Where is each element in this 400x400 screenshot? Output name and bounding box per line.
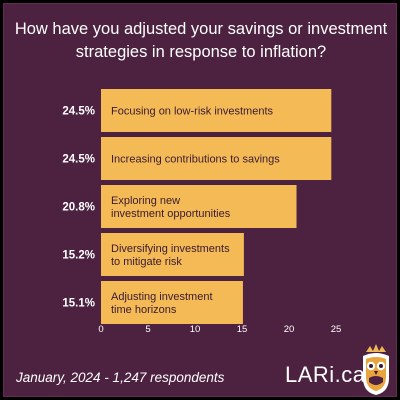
x-tick-label: 15 — [237, 324, 248, 335]
bar-label: Exploring new — [111, 195, 180, 207]
bar-label: Diversifying investments — [111, 243, 230, 255]
bar-label: investment opportunities — [111, 208, 231, 220]
bar-2 — [101, 137, 332, 180]
bar-label: time horizons — [111, 304, 177, 316]
bar-chart: Focusing on low-risk investments 24.5% Inc… — [62, 89, 342, 335]
brand-name: LARi.ca — [285, 362, 366, 387]
x-tick-label: 20 — [284, 324, 295, 335]
bar-label: Adjusting investment — [111, 291, 213, 303]
value-label: 20.8% — [62, 202, 95, 214]
bar-label: to mitigate risk — [111, 256, 182, 268]
x-tick-label: 10 — [190, 324, 201, 335]
chart-card: How have you adjusted your savings or in… — [3, 3, 397, 397]
bar-label: Increasing contributions to savings — [111, 154, 280, 166]
value-label: 24.5% — [62, 154, 95, 166]
footer-note: January, 2024 - 1,247 respondents — [16, 370, 225, 385]
x-tick-label: 5 — [145, 324, 150, 335]
value-label: 24.5% — [62, 106, 95, 118]
chart-title: How have you adjusted your savings or in… — [14, 20, 388, 61]
owl-icon — [363, 344, 389, 395]
bar-1 — [101, 89, 332, 132]
value-label: 15.2% — [62, 250, 95, 262]
x-tick-label: 25 — [331, 324, 342, 335]
bar-3 — [101, 185, 297, 228]
bar-label: Focusing on low-risk investments — [111, 106, 274, 118]
bar-4 — [101, 233, 244, 276]
value-label: 15.1% — [62, 298, 95, 310]
bar-5 — [101, 281, 243, 324]
x-tick-label: 0 — [98, 324, 103, 335]
